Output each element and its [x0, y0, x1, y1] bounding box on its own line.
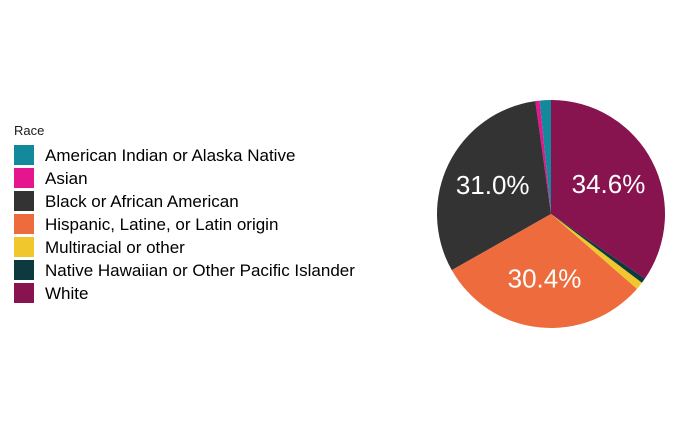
pie-slice — [437, 101, 551, 271]
legend-label: American Indian or Alaska Native — [45, 146, 295, 165]
pie-slice — [551, 214, 645, 283]
pie-slice — [551, 214, 642, 289]
legend-label: Asian — [45, 169, 88, 188]
legend-key — [14, 283, 34, 303]
pie-slice — [551, 100, 665, 279]
legend-key — [14, 191, 34, 211]
pie-slice — [539, 100, 551, 214]
legend-key — [14, 168, 34, 188]
pie-labels: 31.0% 30.4% 34.6% — [456, 169, 646, 294]
legend: Race American Indian or Alaska Native Asi… — [14, 123, 355, 303]
pie-slice — [451, 214, 637, 328]
pie-slice — [535, 100, 551, 214]
legend-key — [14, 237, 34, 257]
legend-label: White — [45, 284, 88, 303]
pie-slice-label: 30.4% — [508, 264, 582, 294]
legend-label: Black or African American — [45, 192, 239, 211]
legend-title: Race — [14, 123, 44, 138]
legend-label: Native Hawaiian or Other Pacific Islande… — [45, 261, 355, 280]
legend-key — [14, 145, 34, 165]
legend-label: Multiracial or other — [45, 238, 185, 257]
pie-slice-label: 31.0% — [456, 170, 530, 200]
legend-key — [14, 260, 34, 280]
pie — [437, 100, 665, 328]
legend-key — [14, 214, 34, 234]
legend-label: Hispanic, Latine, or Latin origin — [45, 215, 278, 234]
pie-slice-label: 34.6% — [572, 169, 646, 199]
